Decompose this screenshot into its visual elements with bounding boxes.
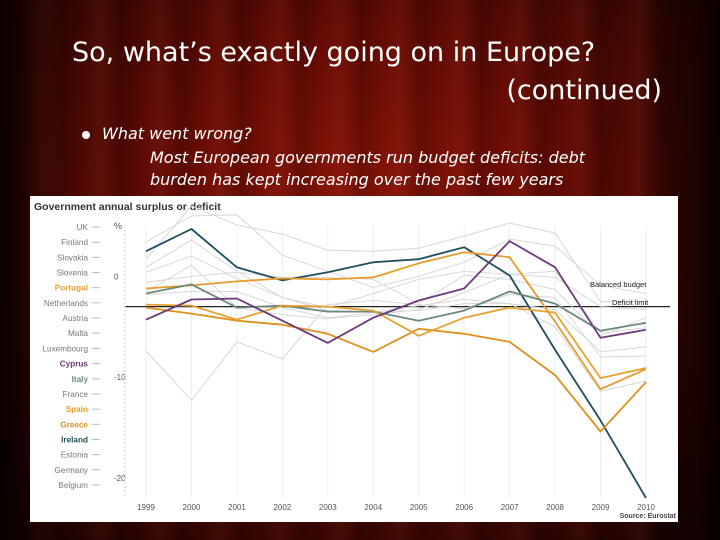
- deficit-limit-label: Deficit limit: [612, 298, 649, 307]
- series-line-uk: [145, 239, 647, 392]
- balanced-budget-label: Balanced budget: [590, 280, 647, 289]
- legend-item: Austria: [63, 314, 89, 323]
- series-line-portugal: [145, 303, 647, 380]
- x-tick-label: 2009: [592, 503, 610, 512]
- series-lines: [145, 205, 647, 499]
- x-tick-label: 2007: [501, 503, 519, 512]
- bullet-dot-icon: [82, 130, 90, 139]
- series-line-cyprus: [145, 240, 647, 344]
- x-tick-label: 2001: [228, 503, 246, 512]
- series-line-finland: [145, 205, 646, 303]
- series-line-ireland: [145, 228, 647, 499]
- legend-item: Cyprus: [60, 360, 89, 369]
- series-line-netherlands: [145, 255, 647, 334]
- sub-bullet: Most European governments run budget def…: [150, 147, 610, 191]
- legend-item: Malta: [68, 329, 88, 338]
- y-tick-label: -10: [114, 373, 126, 382]
- legend-item: Slovakia: [57, 253, 88, 262]
- series-line-luxembourg: [145, 214, 647, 294]
- source-label: Source: Eurostat: [620, 513, 677, 520]
- x-tick-label: 1999: [137, 503, 155, 512]
- bullet-text: What went wrong?: [102, 124, 252, 143]
- legend-item: Estonia: [61, 451, 89, 460]
- y-tick-label: -20: [114, 474, 126, 483]
- series-line-france: [145, 291, 647, 353]
- x-tick-label: 2003: [319, 503, 337, 512]
- legend-item: Spain: [66, 405, 88, 414]
- legend: UK Finland Slovakia Slovenia Portugal Netherl…: [42, 223, 100, 490]
- legend-item: Germany: [54, 466, 89, 475]
- x-tick-label: 2005: [410, 503, 428, 512]
- x-tick-label: 2000: [183, 503, 201, 512]
- bullet-item: What went wrong?: [82, 124, 252, 143]
- series-line-belgium: [145, 271, 647, 337]
- x-tick-label: 2002: [273, 503, 291, 512]
- title-line-2: (continued): [506, 75, 662, 106]
- legend-item: Luxembourg: [42, 344, 88, 353]
- slide-title: So, what’s exactly going on in Europe? (…: [72, 34, 662, 110]
- legend-item: Italy: [72, 375, 89, 384]
- legend-item: Ireland: [61, 435, 88, 444]
- y-tick-label: 0: [114, 272, 119, 281]
- legend-item: Netherlands: [44, 299, 88, 308]
- axes: 1999 2000 2001 2002 2003 2004 2005 2006 2007 2008…: [114, 226, 655, 512]
- legend-item: UK: [77, 223, 89, 232]
- series-line-slovakia: [145, 294, 647, 401]
- legend-item: Finland: [61, 238, 88, 247]
- x-tick-label: 2006: [455, 503, 473, 512]
- deficit-chart: Government annual surplus or deficit % U…: [34, 201, 677, 520]
- chart-title: Government annual surplus or deficit: [34, 201, 221, 213]
- legend-item: Belgium: [58, 481, 88, 490]
- series-line-greece: [145, 306, 647, 433]
- y-axis-unit: %: [114, 221, 122, 231]
- legend-item: France: [63, 390, 89, 399]
- legend-item: Portugal: [55, 284, 88, 293]
- x-tick-label: 2008: [546, 503, 564, 512]
- x-tick-label: 2010: [637, 503, 655, 512]
- sub-line-1: Most European governments run budget def…: [150, 148, 586, 167]
- x-tick-label: 2004: [364, 503, 382, 512]
- sub-line-2: burden has kept increasing over the past…: [150, 170, 564, 189]
- series-line-spain: [145, 251, 647, 391]
- title-line-1: So, what’s exactly going on in Europe?: [72, 37, 596, 68]
- series-line-italy: [145, 283, 647, 332]
- legend-item: Greece: [60, 420, 88, 429]
- legend-item: Slovenia: [57, 269, 89, 278]
- chart-container: Government annual surplus or deficit % U…: [30, 196, 678, 522]
